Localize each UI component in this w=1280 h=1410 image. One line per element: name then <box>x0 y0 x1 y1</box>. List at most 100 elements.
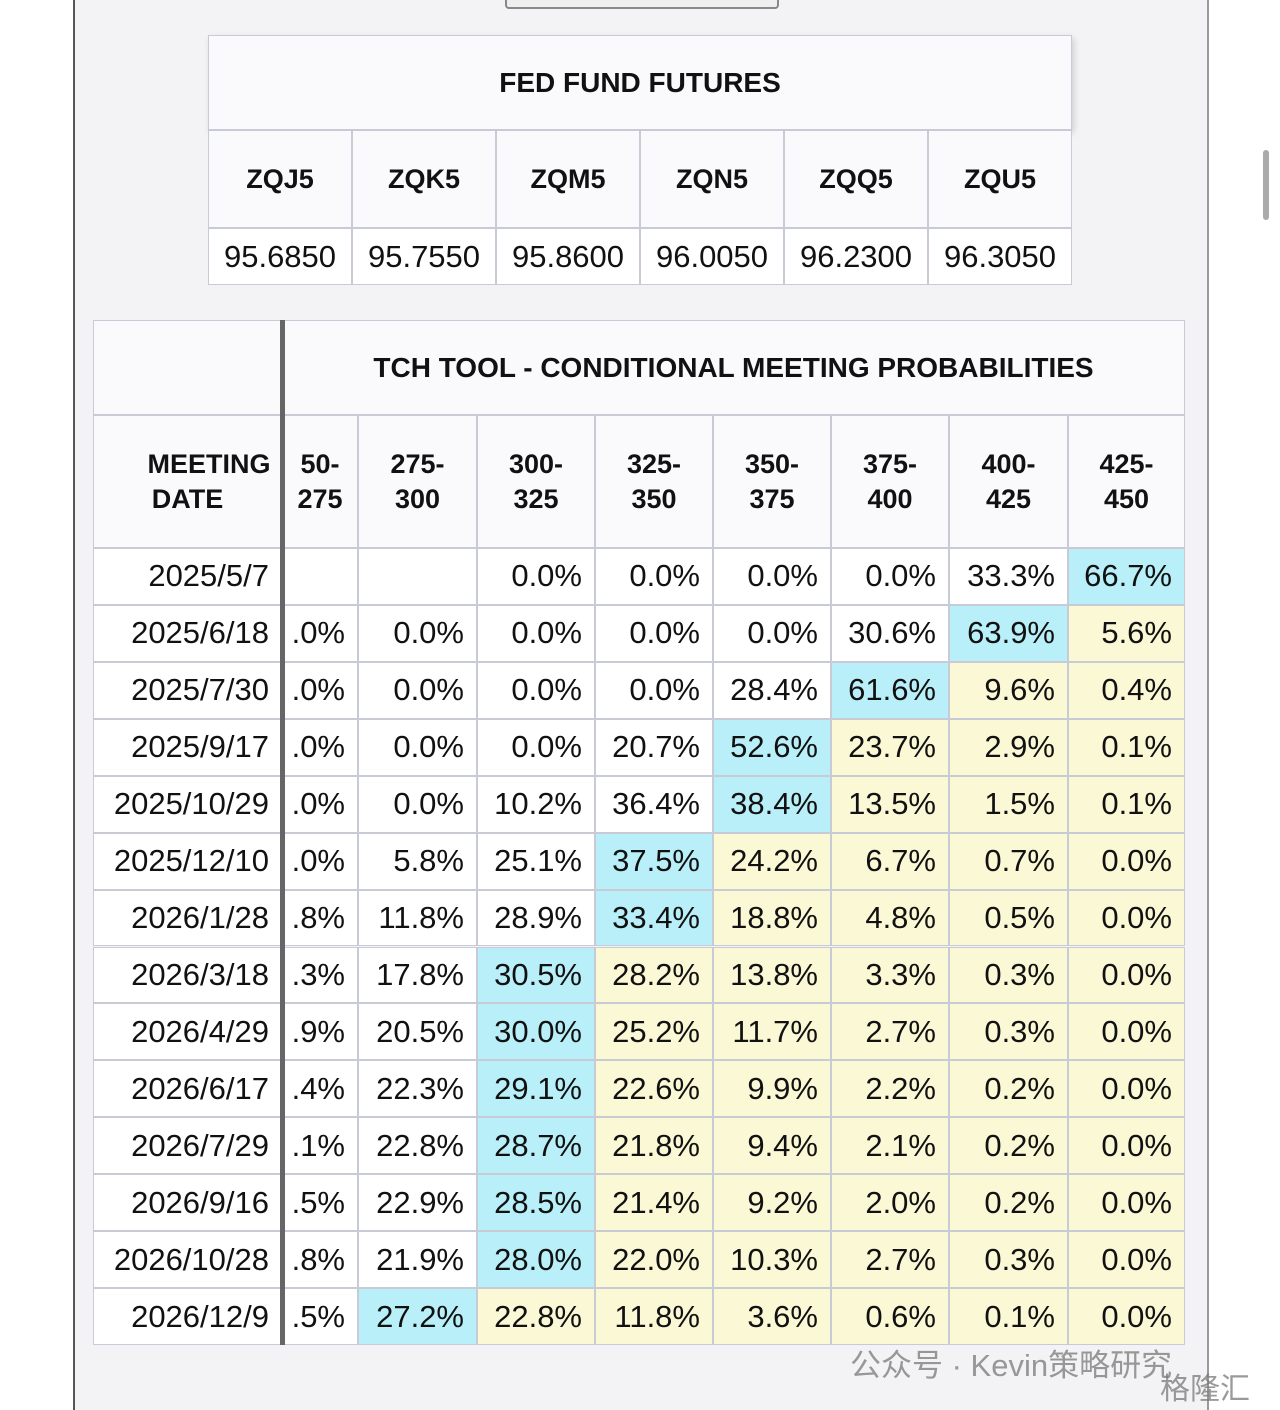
probability-cell: 0.0% <box>358 661 477 719</box>
probability-cell: 22.8% <box>358 1117 477 1175</box>
probability-cell: 0.4% <box>1068 661 1185 719</box>
probability-cell: 61.6% <box>831 661 949 719</box>
probability-cell: 0.0% <box>1068 1174 1185 1232</box>
probability-cell: 0.0% <box>477 604 595 662</box>
column-header: 375-400 <box>831 415 949 548</box>
probability-cell: 22.6% <box>595 1060 713 1118</box>
scrollbar[interactable] <box>1263 150 1269 220</box>
probability-cell: .5% <box>282 1288 358 1345</box>
probability-cell: .8% <box>282 1231 358 1289</box>
button[interactable] <box>505 0 779 9</box>
probability-cell: 0.6% <box>831 1288 949 1345</box>
column-header: 300-325 <box>477 415 595 548</box>
probability-cell: 2.7% <box>831 1231 949 1289</box>
probability-cell: 22.9% <box>358 1174 477 1232</box>
probability-cell: 2.1% <box>831 1117 949 1175</box>
futures-value: 96.0050 <box>640 228 784 285</box>
meeting-date: 2025/5/7 <box>93 548 282 605</box>
column-header: 400-425 <box>949 415 1068 548</box>
probabilities-title: TCH TOOL - CONDITIONAL MEETING PROBABILI… <box>282 320 1185 415</box>
probability-cell: 0.0% <box>1068 1231 1185 1289</box>
probability-cell: 2.2% <box>831 1060 949 1118</box>
probability-cell: .4% <box>282 1060 358 1118</box>
futures-header: ZQU5 <box>928 130 1072 228</box>
probability-cell: 0.0% <box>1068 889 1185 947</box>
probability-cell: 0.0% <box>1068 1003 1185 1061</box>
probability-cell: 0.0% <box>477 718 595 776</box>
meeting-date: 2026/10/28 <box>93 1231 282 1289</box>
probability-cell: 0.0% <box>831 548 949 605</box>
probability-cell: 9.9% <box>713 1060 831 1118</box>
probability-cell: 0.3% <box>949 1231 1068 1289</box>
meeting-date: 2026/1/28 <box>93 889 282 947</box>
probability-cell: 0.1% <box>1068 775 1185 833</box>
meeting-date: 2025/10/29 <box>93 775 282 833</box>
probability-cell: 2.0% <box>831 1174 949 1232</box>
probability-cell: 18.8% <box>713 889 831 947</box>
probability-cell: 27.2% <box>358 1288 477 1345</box>
watermark-logo: 格隆汇 <box>1160 1373 1250 1406</box>
probability-cell: 33.3% <box>949 548 1068 605</box>
futures-header: ZQQ5 <box>784 130 928 228</box>
probability-cell: 0.0% <box>595 661 713 719</box>
meeting-date: 2026/6/17 <box>93 1060 282 1118</box>
futures-header: ZQM5 <box>496 130 640 228</box>
probability-cell: 0.0% <box>713 604 831 662</box>
probability-cell: .5% <box>282 1174 358 1232</box>
probability-cell: 0.0% <box>358 775 477 833</box>
probability-cell: 28.7% <box>477 1117 595 1175</box>
meeting-date: 2026/4/29 <box>93 1003 282 1061</box>
probability-cell: 25.1% <box>477 832 595 890</box>
probability-cell: .0% <box>282 718 358 776</box>
probability-cell: .0% <box>282 832 358 890</box>
probability-cell: 0.3% <box>949 946 1068 1004</box>
probability-cell: 0.0% <box>477 548 595 605</box>
probability-cell: 29.1% <box>477 1060 595 1118</box>
probability-cell: .8% <box>282 889 358 947</box>
probability-cell: 0.0% <box>1068 1117 1185 1175</box>
meeting-date: 2026/3/18 <box>93 946 282 1004</box>
probability-cell: .1% <box>282 1117 358 1175</box>
probability-cell: 9.6% <box>949 661 1068 719</box>
probability-cell: 0.1% <box>1068 718 1185 776</box>
probability-cell: 28.4% <box>713 661 831 719</box>
frozen-column-divider <box>280 320 285 1345</box>
probability-cell: 0.3% <box>949 1003 1068 1061</box>
probability-cell: 0.0% <box>1068 946 1185 1004</box>
futures-value: 95.8600 <box>496 228 640 285</box>
probability-cell: 2.9% <box>949 718 1068 776</box>
probability-cell: 28.9% <box>477 889 595 947</box>
probability-cell: 21.8% <box>595 1117 713 1175</box>
probability-cell: 21.4% <box>595 1174 713 1232</box>
meeting-date: 2025/12/10 <box>93 832 282 890</box>
probability-cell: 0.0% <box>358 604 477 662</box>
probability-cell: 24.2% <box>713 832 831 890</box>
meeting-date: 2025/9/17 <box>93 718 282 776</box>
futures-header: ZQJ5 <box>208 130 352 228</box>
probability-cell: .3% <box>282 946 358 1004</box>
probability-cell: 0.2% <box>949 1174 1068 1232</box>
probability-cell: 28.0% <box>477 1231 595 1289</box>
probability-cell: 2.7% <box>831 1003 949 1061</box>
probability-cell: 22.8% <box>477 1288 595 1345</box>
meeting-date: 2026/9/16 <box>93 1174 282 1232</box>
meeting-date: 2026/7/29 <box>93 1117 282 1175</box>
probability-cell: 0.0% <box>477 661 595 719</box>
probability-cell: 36.4% <box>595 775 713 833</box>
probability-cell: 0.2% <box>949 1117 1068 1175</box>
probability-cell: 0.0% <box>1068 1060 1185 1118</box>
column-header: MEETING DATE <box>93 415 282 548</box>
column-header: 325-350 <box>595 415 713 548</box>
probability-cell: 22.3% <box>358 1060 477 1118</box>
probability-cell: 63.9% <box>949 604 1068 662</box>
watermark-account: 公众号 · Kevin策略研究 <box>850 1348 1173 1383</box>
meeting-date: 2025/7/30 <box>93 661 282 719</box>
probability-cell: 0.0% <box>595 604 713 662</box>
probability-cell: 0.7% <box>949 832 1068 890</box>
probability-cell: 6.7% <box>831 832 949 890</box>
futures-header: ZQK5 <box>352 130 496 228</box>
meeting-date: 2025/6/18 <box>93 604 282 662</box>
probability-cell: 1.5% <box>949 775 1068 833</box>
probability-cell: 28.5% <box>477 1174 595 1232</box>
